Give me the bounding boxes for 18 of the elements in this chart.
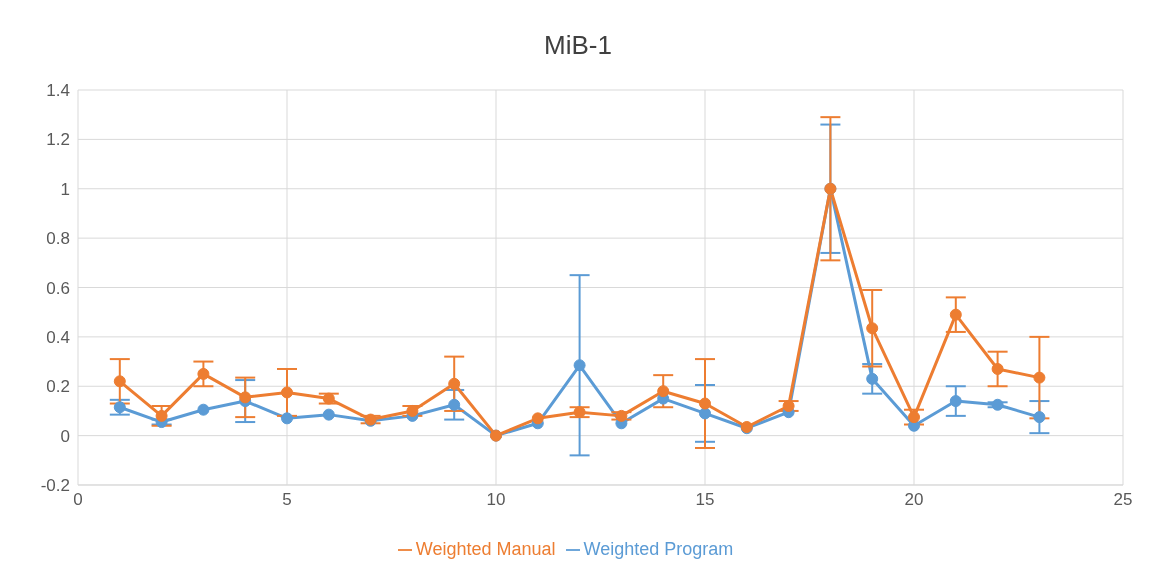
y-tick-label: 0.6 (46, 278, 70, 298)
chart-title: MiB-1 (543, 29, 613, 62)
y-tick-label: 0.2 (46, 377, 70, 397)
x-tick-label: 15 (695, 490, 715, 510)
y-tick-label: 1.2 (46, 130, 70, 150)
y-tick-label: 0 (60, 426, 70, 446)
x-tick-label: 25 (1113, 490, 1133, 510)
y-tick-label: 0.8 (46, 229, 70, 249)
y-tick-label: 1 (60, 179, 70, 199)
x-tick-label: 0 (73, 490, 83, 510)
y-tick-label: -0.2 (40, 476, 70, 496)
x-tick-label: 10 (486, 490, 506, 510)
x-tick-label: 5 (282, 490, 292, 510)
y-tick-label: 1.4 (46, 81, 70, 101)
legend-label: Weighted Program (583, 539, 734, 559)
y-tick-label: 0.4 (46, 327, 70, 347)
x-tick-label: 20 (904, 490, 924, 510)
legend-label: Weighted Manual (415, 539, 556, 559)
